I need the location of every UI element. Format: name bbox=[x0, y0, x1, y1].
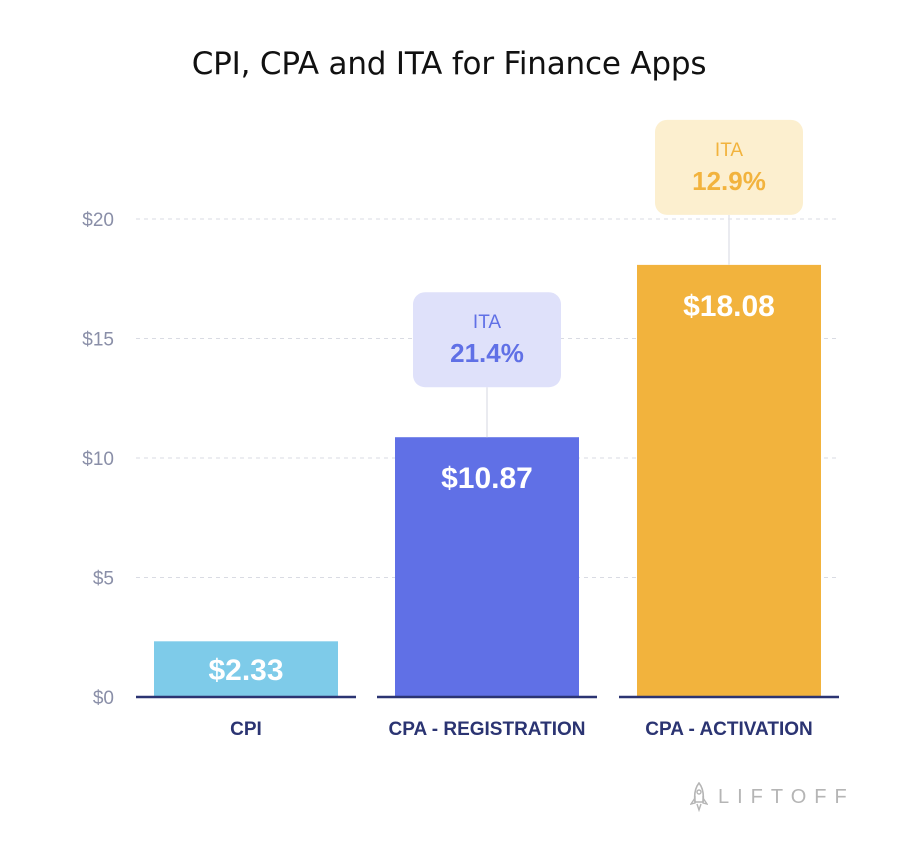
liftoff-logo: LIFTOFF bbox=[690, 782, 855, 812]
callout-box bbox=[413, 292, 561, 388]
category-label: CPI bbox=[230, 719, 262, 740]
bar bbox=[154, 641, 338, 697]
callout-box bbox=[655, 119, 803, 215]
y-tick-label: $10 bbox=[82, 449, 114, 470]
callout-value: 12.9% bbox=[692, 166, 766, 196]
callout-value: 21.4% bbox=[450, 338, 524, 368]
logo-text: LIFTOFF bbox=[718, 785, 855, 808]
rocket-icon bbox=[690, 782, 708, 812]
bar-value-label: $18.08 bbox=[683, 290, 775, 323]
callout-label: ITA bbox=[473, 312, 501, 333]
y-tick-label: $15 bbox=[82, 330, 114, 351]
y-tick-label: $5 bbox=[93, 569, 114, 590]
callout-label: ITA bbox=[715, 140, 743, 161]
category-label: CPA - REGISTRATION bbox=[388, 719, 585, 740]
y-tick-label: $20 bbox=[82, 210, 114, 231]
bar bbox=[637, 264, 821, 697]
category-label: CPA - ACTIVATION bbox=[645, 719, 812, 740]
y-tick-label: $0 bbox=[93, 688, 114, 709]
bar bbox=[395, 437, 579, 697]
bar-value-label: $2.33 bbox=[208, 654, 283, 687]
chart-title: CPI, CPA and ITA for Finance Apps bbox=[191, 46, 707, 82]
bar-value-label: $10.87 bbox=[441, 462, 533, 495]
